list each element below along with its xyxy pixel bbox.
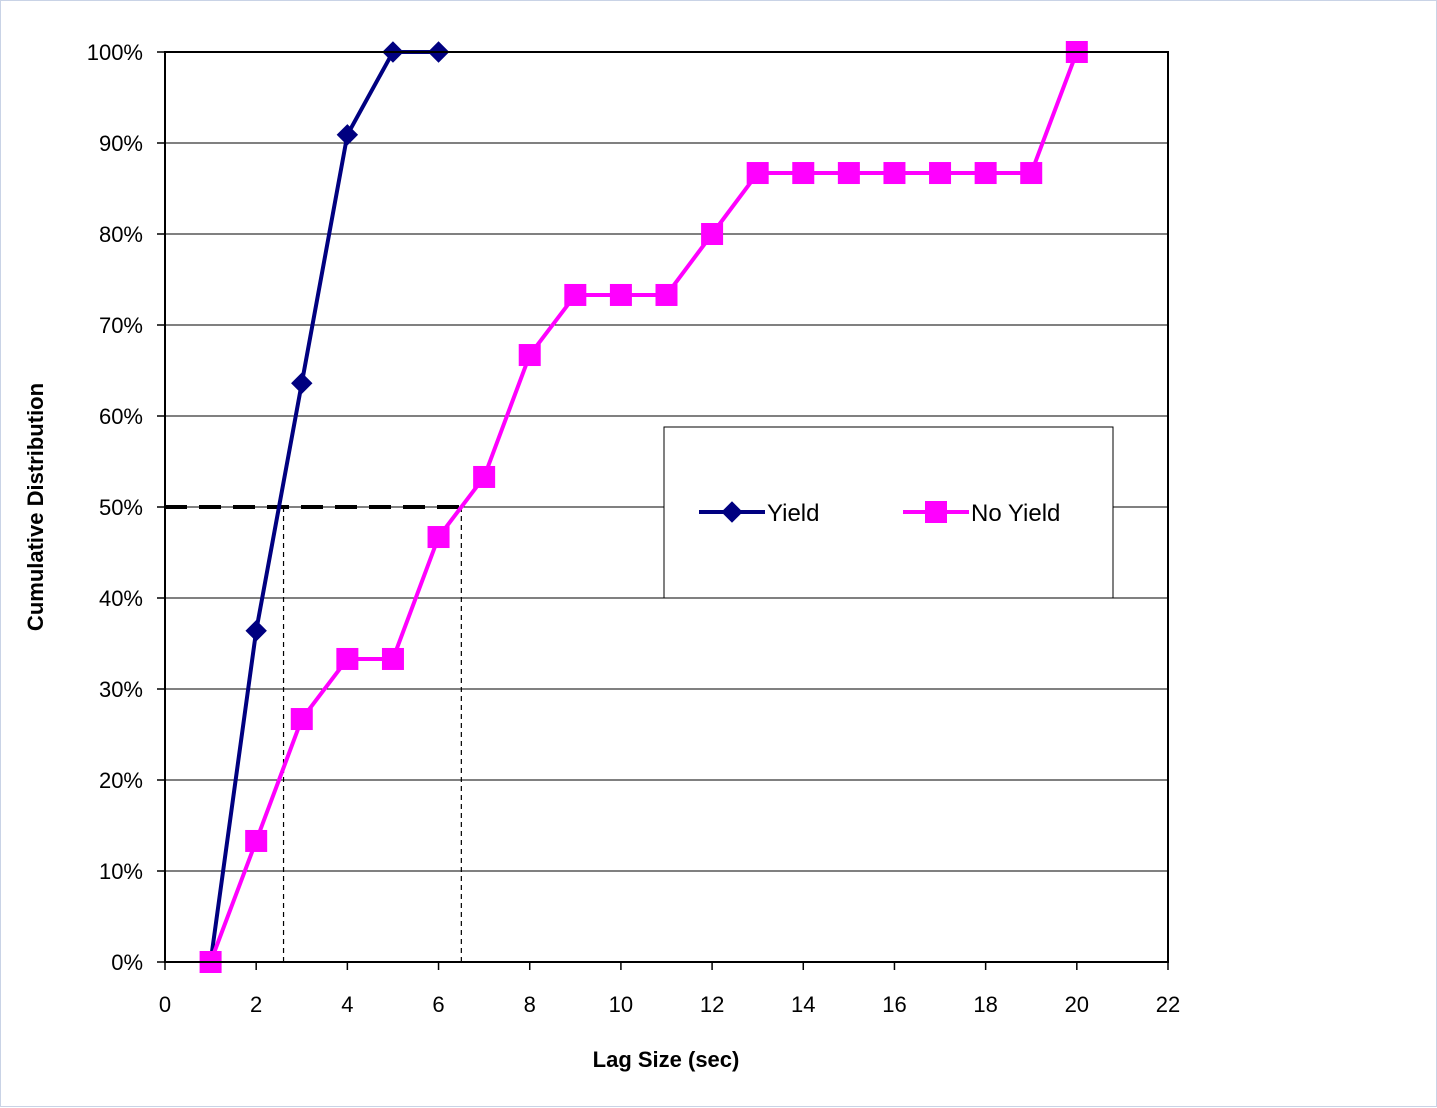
no-yield-point <box>1020 162 1043 185</box>
y-tick-label: 100% <box>87 40 143 65</box>
yield-point <box>336 124 359 146</box>
y-tick-label: 70% <box>99 313 143 338</box>
no-yield-point <box>837 162 860 185</box>
no-yield-point <box>427 526 450 549</box>
x-tick-label: 4 <box>341 992 353 1017</box>
y-tick-label: 50% <box>99 495 143 520</box>
x-tick-label: 18 <box>973 992 997 1017</box>
legend: Yield No Yield <box>663 426 1114 599</box>
x-tick-label: 14 <box>791 992 815 1017</box>
no-yield-point <box>290 708 313 731</box>
legend-swatch-marker <box>721 501 743 523</box>
y-axis-title: Cumulative Distribution <box>23 383 48 631</box>
yield-point <box>245 620 267 642</box>
grid-lines <box>165 142 1168 872</box>
x-tick-label: 0 <box>159 992 171 1017</box>
legend-label: Yield <box>767 500 819 527</box>
legend-item-no-yield: No Yield <box>903 500 1060 527</box>
x-tick-label: 12 <box>700 992 724 1017</box>
no-yield-point <box>746 162 769 185</box>
no-yield-point <box>518 344 541 367</box>
no-yield-point <box>609 283 632 306</box>
x-axis-title: Lag Size (sec) <box>593 1047 740 1072</box>
x-tick-label: 2 <box>250 992 262 1017</box>
no-yield-point <box>929 162 952 185</box>
no-yield-point <box>473 465 496 488</box>
no-yield-point <box>381 647 404 670</box>
y-tick-label: 60% <box>99 404 143 429</box>
axis-ticks <box>157 51 1169 970</box>
y-tick-label: 80% <box>99 222 143 247</box>
legend-label: No Yield <box>971 500 1060 527</box>
y-tick-label: 90% <box>99 131 143 156</box>
x-tick-label: 6 <box>432 992 444 1017</box>
no-yield-series <box>199 41 1088 973</box>
legend-swatch-marker <box>925 501 947 523</box>
x-tick-label: 16 <box>882 992 906 1017</box>
no-yield-point <box>655 283 678 306</box>
no-yield-point <box>792 162 815 185</box>
no-yield-point <box>701 223 724 245</box>
y-tick-labels: 0% 10% 20% 30% 40% 50% 60% 70% 80% 90% 100% <box>87 40 143 975</box>
y-tick-label: 10% <box>99 859 143 884</box>
x-tick-label: 10 <box>609 992 633 1017</box>
x-tick-labels: 0 2 4 6 8 10 12 14 16 18 20 22 <box>159 992 1180 1017</box>
yield-point <box>291 372 313 394</box>
no-yield-point <box>564 283 587 306</box>
legend-items: Yield No Yield <box>699 500 1060 527</box>
no-yield-point <box>974 162 997 185</box>
x-tick-label: 8 <box>524 992 536 1017</box>
x-tick-label: 22 <box>1156 992 1180 1017</box>
no-yield-point <box>883 162 906 185</box>
no-yield-point <box>245 829 268 852</box>
median-reference-lines <box>165 505 462 962</box>
y-tick-label: 30% <box>99 677 143 702</box>
y-tick-label: 20% <box>99 768 143 793</box>
series-layer <box>199 41 1088 973</box>
y-tick-label: 40% <box>99 586 143 611</box>
legend-item-yield: Yield <box>699 500 819 527</box>
x-tick-label: 20 <box>1065 992 1089 1017</box>
y-tick-label: 0% <box>111 950 143 975</box>
no-yield-point <box>336 647 359 670</box>
